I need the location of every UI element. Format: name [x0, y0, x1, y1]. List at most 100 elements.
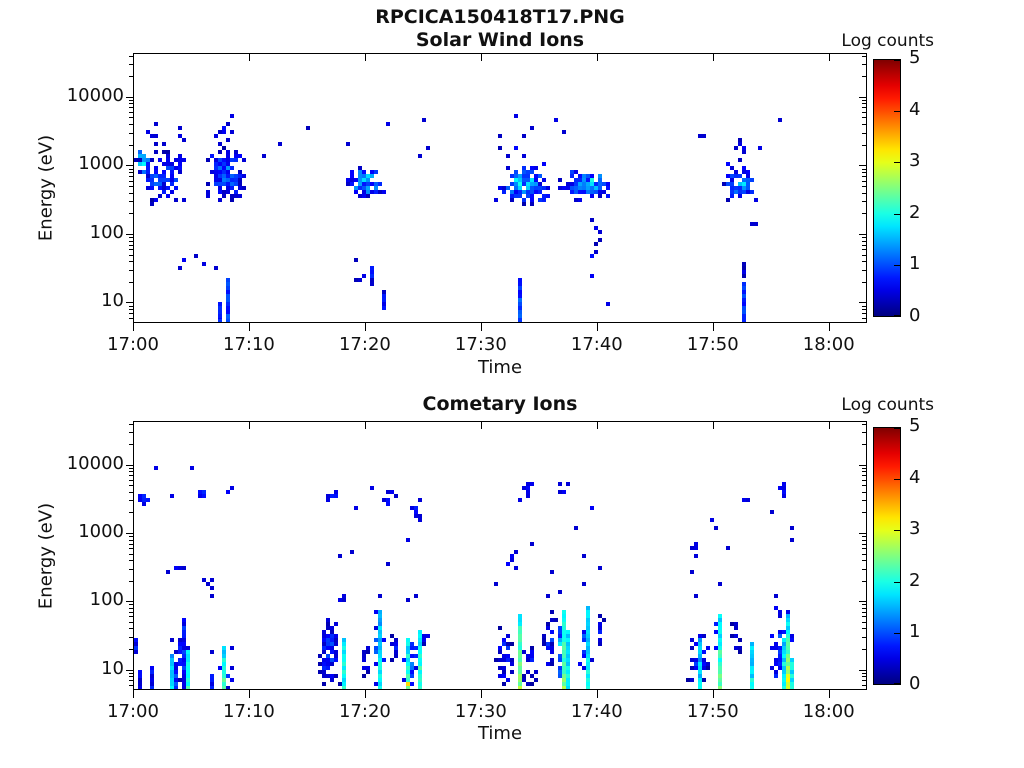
spectrogram-bin [698, 642, 702, 646]
spectrogram-bin [206, 182, 210, 186]
spectrogram-bin [382, 290, 386, 294]
y-minor-tick-right [862, 491, 866, 493]
spectrogram-bin [742, 166, 746, 170]
spectrogram-bin [498, 658, 502, 662]
spectrogram-bin [306, 126, 310, 130]
spectrogram-bin [322, 650, 326, 654]
spectrogram-bin [406, 674, 410, 678]
spectrogram-bin [326, 626, 330, 630]
spectrogram-bin [182, 566, 186, 570]
spectrogram-bin [186, 658, 190, 662]
colorbar-label-bottom: Log counts [841, 395, 934, 415]
spectrogram-bin [230, 182, 234, 186]
spectrogram-bin [242, 158, 246, 162]
spectrogram-bin [222, 170, 226, 174]
spectrogram-bin [750, 678, 754, 682]
spectrogram-bin [586, 622, 590, 626]
y-minor-tick-right [862, 611, 866, 613]
spectrogram-bin [530, 646, 534, 650]
spectrogram-bin [774, 674, 778, 678]
spectrogram-bin [586, 638, 590, 642]
spectrogram-bin [414, 514, 418, 518]
spectrogram-bin [590, 658, 594, 662]
spectrogram-bin [226, 282, 230, 286]
spectrogram-bin [586, 186, 590, 190]
spectrogram-bin [774, 646, 778, 650]
colorbar-tick [894, 315, 900, 316]
spectrogram-bin [362, 654, 366, 658]
y-minor-tick [129, 317, 133, 319]
y-minor-tick [129, 103, 133, 105]
spectrogram-bin [738, 186, 742, 190]
spectrogram-bin [138, 170, 142, 174]
spectrogram-bin [154, 134, 158, 138]
spectrogram-bin [138, 158, 142, 162]
spectrogram-bin [170, 166, 174, 170]
y-minor-tick-right [862, 467, 866, 469]
spectrogram-bin [178, 650, 182, 654]
x-major-tick-top [480, 422, 482, 429]
spectrogram-bin [414, 646, 418, 650]
spectrogram-bin [326, 622, 330, 626]
spectrogram-bin [342, 658, 346, 662]
spectrogram-bin [166, 150, 170, 154]
spectrogram-bin [330, 674, 334, 678]
y-minor-tick [129, 64, 133, 66]
y-minor-tick-right [862, 244, 866, 246]
spectrogram-bin [582, 650, 586, 654]
spectrogram-bin [378, 654, 382, 658]
spectrogram-bin [214, 170, 218, 174]
spectrogram-bin [182, 646, 186, 650]
spectrogram-bin [562, 674, 566, 678]
spectrogram-bin [590, 254, 594, 258]
y-minor-tick-right [862, 648, 866, 650]
y-minor-tick-right [862, 621, 866, 623]
spectrogram-bin [530, 202, 534, 206]
spectrogram-bin [522, 202, 526, 206]
spectrogram-bin [378, 658, 382, 662]
spectrogram-bin [730, 174, 734, 178]
y-minor-tick-right [862, 536, 866, 538]
spectrogram-bin [586, 174, 590, 178]
spectrogram-bin [342, 654, 346, 658]
spectrogram-bin [598, 182, 602, 186]
spectrogram-bin [330, 658, 334, 662]
spectrogram-bin [506, 562, 510, 566]
spectrogram-bin [146, 498, 150, 502]
spectrogram-bin [746, 174, 750, 178]
spectrogram-bin [330, 650, 334, 654]
spectrogram-bin [742, 270, 746, 274]
colorbar-tick [894, 478, 900, 480]
spectrogram-bin [354, 178, 358, 182]
y-tick-label: 10000 [66, 452, 124, 474]
spectrogram-bin [522, 190, 526, 194]
y-minor-tick [129, 180, 133, 182]
spectrogram-bin [694, 658, 698, 662]
spectrogram-bin [406, 538, 410, 542]
spectrogram-bin [234, 154, 238, 158]
x-major-tick [712, 690, 714, 698]
spectrogram-bin [774, 594, 778, 598]
spectrogram-bin [354, 190, 358, 194]
spectrogram-bin [518, 614, 522, 618]
y-minor-tick [129, 568, 133, 570]
spectrogram-bin [426, 146, 430, 150]
spectrogram-bin [726, 546, 730, 550]
spectrogram-bin [538, 182, 542, 186]
spectrogram-bin [770, 634, 774, 638]
spectrogram-bin [718, 650, 722, 654]
spectrogram-bin [526, 670, 530, 674]
spectrogram-bin [174, 566, 178, 570]
spectrogram-bin [750, 654, 754, 658]
spectrogram-bin [582, 186, 586, 190]
spectrogram-bin [718, 582, 722, 586]
spectrogram-bin [522, 198, 526, 202]
spectrogram-bin [170, 190, 174, 194]
spectrogram-bin [150, 174, 154, 178]
spectrogram-bin [374, 170, 378, 174]
spectrogram-bin [690, 638, 694, 642]
spectrogram-bin [138, 150, 142, 154]
spectrogram-bin [534, 166, 538, 170]
spectrogram-bin [738, 646, 742, 650]
spectrogram-bin [182, 682, 186, 686]
